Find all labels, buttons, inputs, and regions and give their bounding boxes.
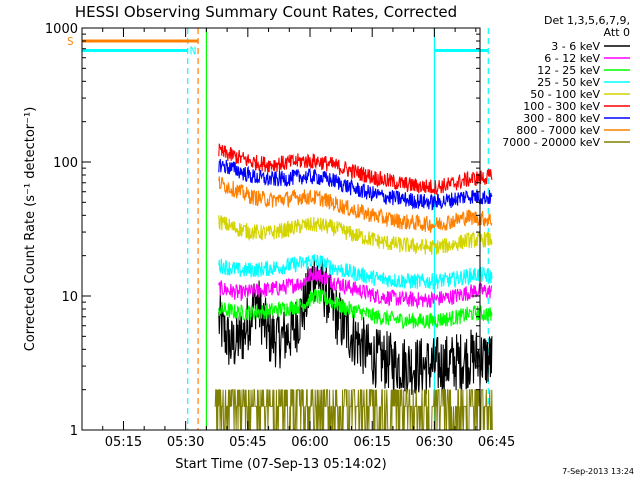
series-line: [218, 158, 493, 211]
attenuator-flags: SN: [67, 35, 489, 57]
series-line: [214, 389, 493, 431]
series-line: [218, 143, 493, 195]
x-axis-label: Start Time (07-Sep-13 05:14:02): [175, 457, 386, 472]
series-line: [218, 255, 493, 395]
legend-header: Att 0: [604, 26, 630, 39]
series-line: [218, 265, 493, 310]
footer-timestamp: 7-Sep-2013 13:24: [562, 467, 634, 476]
y-tick-label: 100: [53, 156, 78, 171]
x-tick-label: 06:30: [416, 435, 453, 450]
x-tick-label: 05:30: [167, 435, 204, 450]
legend-entry-label: 3 - 6 keV: [551, 40, 600, 53]
flag-label: N: [190, 44, 197, 57]
plot-frame: [81, 27, 481, 431]
x-tick-label: 06:00: [291, 435, 328, 450]
legend-entry-label: 25 - 50 keV: [537, 76, 600, 89]
chart-title: HESSI Observing Summary Count Rates, Cor…: [75, 3, 457, 21]
y-tick-label: 10: [61, 290, 78, 305]
legend-entry-label: 12 - 25 keV: [537, 64, 600, 77]
legend-entry-label: 6 - 12 keV: [544, 52, 600, 65]
y-tick-label: 1000: [45, 22, 78, 37]
series-line: [218, 215, 493, 255]
series-lines: [214, 143, 493, 431]
legend-entry-label: 7000 - 20000 keV: [502, 136, 600, 149]
y-tick-label: 1: [70, 424, 78, 439]
x-tick-label: 05:15: [105, 435, 142, 450]
series-line: [218, 287, 493, 330]
series-line: [218, 176, 493, 234]
y-axis-ticks: 1 10 100 1000: [45, 22, 480, 439]
flag-label: S: [67, 35, 74, 48]
legend-entry-label: 100 - 300 keV: [523, 100, 600, 113]
x-tick-label: 06:45: [478, 435, 515, 450]
legend-entry-label: 50 - 100 keV: [530, 88, 600, 101]
x-tick-label: 05:45: [229, 435, 266, 450]
legend-header: Det 1,3,5,6,7,9,: [544, 14, 630, 27]
legend-entry-label: 300 - 800 keV: [523, 112, 600, 125]
legend-entry-label: 800 - 7000 keV: [516, 124, 600, 137]
y-axis-label: Corrected Count Rate (s⁻¹ detector⁻¹): [23, 107, 38, 352]
x-tick-label: 06:15: [353, 435, 390, 450]
series-line: [218, 253, 493, 291]
x-axis-ticks: 05:15 05:30 05:45 06:00 06:15 06:30 06:45: [102, 28, 515, 450]
